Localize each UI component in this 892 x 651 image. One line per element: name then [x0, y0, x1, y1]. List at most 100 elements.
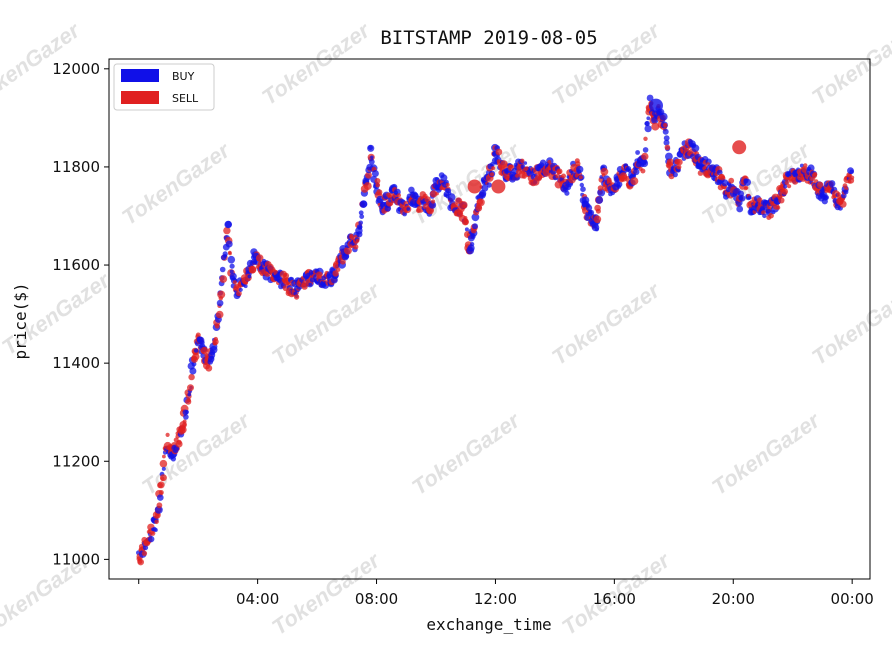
x-tick-label: 16:00: [593, 590, 636, 608]
buy-trade-point: [358, 210, 364, 216]
sell-trade-point: [187, 384, 194, 392]
sell-trade-point: [355, 238, 360, 243]
buy-trade-point: [193, 348, 199, 353]
sell-trade-point: [215, 310, 224, 319]
y-tick-label: 11800: [52, 158, 100, 176]
sell-trade-point: [445, 182, 450, 187]
sell-trade-point: [520, 158, 525, 163]
buy-trade-point: [189, 367, 197, 375]
sell-trade-point: [217, 290, 226, 299]
sell-trade-point: [349, 233, 354, 238]
buy-trade-point: [210, 355, 215, 360]
sell-trade-point: [768, 212, 774, 219]
buy-trade-point: [540, 159, 547, 166]
sell-trade-point: [343, 246, 352, 255]
buy-trade-point: [227, 255, 236, 264]
sell-trade-point: [182, 422, 187, 427]
buy-trade-point: [672, 172, 678, 178]
y-tick-label: 11200: [52, 452, 100, 470]
buy-trade-point: [843, 189, 849, 195]
sell-trade-point: [176, 439, 182, 445]
buy-trade-point: [824, 195, 829, 200]
buy-trade-point: [479, 189, 487, 197]
sell-trade-point: [248, 265, 257, 274]
buy-trade-point: [229, 269, 234, 274]
buy-trade-point: [783, 184, 788, 189]
buy-trade-point: [799, 163, 804, 168]
legend-label-buy: BUY: [172, 70, 195, 83]
y-tick-label: 11600: [52, 256, 100, 274]
sell-trade-point: [521, 173, 527, 179]
sell-trade-point: [159, 459, 168, 468]
sell-trade-point: [593, 215, 602, 224]
sell-trade-point: [728, 177, 735, 184]
sell-trade-point: [561, 173, 566, 179]
sell-trade-point: [187, 398, 191, 403]
buy-trade-point: [191, 361, 197, 367]
sell-trade-point: [475, 204, 483, 212]
buy-trade-point: [594, 227, 600, 232]
sell-trade-point: [476, 198, 485, 207]
buy-trade-point: [370, 155, 374, 160]
sell-trade-point: [165, 432, 170, 437]
sell-trade-point: [640, 168, 646, 174]
sell-trade-point: [464, 218, 468, 223]
sell-trade-point: [336, 267, 341, 272]
buy-trade-point: [470, 233, 476, 239]
sell-trade-point: [839, 200, 847, 208]
buy-trade-point: [216, 299, 224, 307]
buy-trade-point: [199, 340, 205, 345]
sell-trade-point: [575, 161, 581, 167]
sell-trade-point: [630, 177, 639, 186]
sell-trade-point: [595, 208, 601, 214]
buy-trade-point: [157, 494, 164, 501]
x-tick-label: 20:00: [712, 590, 755, 608]
sell-trade-point: [396, 193, 401, 198]
buy-trade-point: [635, 150, 640, 155]
sell-trade-point: [162, 454, 166, 459]
sell-trade-point: [200, 346, 209, 355]
sell-trade-point: [778, 197, 785, 204]
buy-trade-point: [747, 195, 752, 200]
sell-trade-point: [223, 226, 231, 235]
buy-trade-point: [691, 144, 700, 153]
sell-trade-point: [803, 163, 808, 168]
buy-trade-point: [643, 159, 648, 164]
sell-trade-point: [651, 122, 660, 131]
buy-trade-point: [743, 178, 751, 186]
buy-trade-point: [486, 182, 492, 188]
sell-trade-point: [676, 164, 682, 170]
buy-trade-point: [663, 135, 670, 142]
buy-trade-point: [225, 240, 233, 248]
y-tick-label: 11000: [52, 550, 100, 568]
buy-trade-point: [564, 190, 570, 196]
buy-trade-point: [616, 181, 623, 188]
sell-trade-point: [850, 175, 855, 180]
sell-trade-point: [744, 186, 749, 190]
sell-trade-point: [836, 192, 841, 197]
buy-trade-point: [646, 94, 654, 102]
sell-trade-point: [376, 189, 383, 196]
sell-trade-point: [137, 558, 144, 566]
legend-swatch-sell: [121, 91, 159, 104]
sell-trade-point: [495, 148, 503, 156]
sell-trade-point: [641, 152, 649, 161]
sell-trade-point: [374, 178, 381, 184]
buy-trade-point: [576, 165, 584, 174]
sell-trade-point: [363, 182, 372, 191]
buy-trade-point: [238, 287, 243, 292]
sell-trade-point: [491, 166, 496, 171]
buy-trade-point: [579, 182, 584, 188]
sell-trade-point: [150, 530, 156, 536]
buy-trade-point: [736, 205, 744, 213]
buy-trade-point: [807, 164, 815, 172]
plot-frame: [108, 58, 871, 580]
y-tick-label: 11400: [52, 354, 100, 372]
buy-trade-point: [440, 174, 448, 182]
sell-trade-point: [547, 160, 552, 164]
large-markers: [467, 98, 747, 194]
buy-trade-point: [229, 263, 235, 269]
buy-trade-point: [665, 152, 673, 161]
buy-trade-point: [219, 266, 226, 273]
